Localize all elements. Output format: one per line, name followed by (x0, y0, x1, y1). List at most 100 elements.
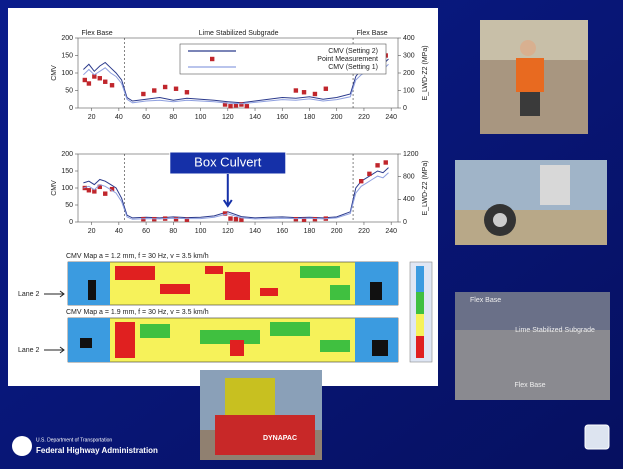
corner-logo (584, 424, 610, 450)
photo: DYNAPAC (200, 370, 322, 460)
x-tick-label: 20 (88, 114, 96, 121)
point (222, 102, 228, 107)
point (109, 83, 115, 88)
legend-label: CMV (Setting 1) (328, 64, 378, 71)
legend-label: CMV (Setting 2) (328, 48, 378, 55)
x-tick-label: 240 (385, 228, 397, 235)
heatmap (67, 261, 399, 306)
x-tick-label: 200 (331, 228, 343, 235)
y-tick-label: 0 (69, 105, 73, 112)
point (233, 216, 239, 222)
x-tick-label: 120 (222, 114, 234, 121)
point (367, 171, 372, 177)
map-title: CMV Map a = 1.2 mm, f = 30 Hz, v = 3.5 k… (66, 253, 209, 260)
section-label: Flex Base (82, 30, 113, 37)
footer-agency: Federal Highway Administration (36, 446, 158, 455)
point (86, 81, 92, 86)
color-scale (409, 261, 433, 363)
y2-tick-label: 400 (403, 196, 415, 203)
point (239, 102, 244, 107)
y-axis-label: CMV (51, 65, 58, 81)
point (312, 91, 318, 97)
series-line (83, 172, 389, 220)
y2-tick-label: 800 (403, 174, 415, 181)
point (233, 103, 239, 108)
point (239, 217, 244, 222)
y-axis-label: CMV (51, 180, 58, 196)
point (141, 91, 146, 97)
point (312, 216, 318, 222)
point (184, 217, 190, 222)
point (383, 160, 388, 165)
x-tick-label: 80 (169, 114, 177, 121)
y2-tick-label: 0 (403, 219, 407, 226)
y2-tick-label: 400 (403, 35, 415, 42)
photo-label: DYNAPAC (263, 435, 297, 442)
y-tick-label: 150 (61, 168, 73, 175)
y-tick-label: 0 (69, 219, 73, 226)
x-tick-label: 120 (222, 228, 234, 235)
x-tick-label: 180 (304, 228, 316, 235)
x-tick-label: 60 (142, 114, 150, 121)
x-tick-label: 220 (358, 114, 370, 121)
photo (480, 20, 588, 134)
point (173, 216, 179, 222)
x-tick-label: 140 (249, 114, 261, 121)
point (103, 191, 108, 196)
point (228, 104, 233, 109)
x-tick-label: 240 (385, 114, 397, 121)
photo-label: Lime Stabilized Subgrade (515, 327, 595, 334)
point (82, 77, 88, 83)
y-tick-label: 150 (61, 52, 73, 59)
photo-label: Flex Base (470, 297, 501, 304)
point (228, 216, 233, 221)
y2-tick-label: 200 (403, 70, 415, 77)
map-title: CMV Map a = 1.9 mm, f = 30 Hz, v = 3.5 k… (66, 309, 209, 316)
x-tick-label: 140 (249, 228, 261, 235)
series-line (83, 63, 389, 105)
point (375, 163, 380, 168)
y2-tick-label: 1200 (403, 151, 419, 158)
photo (455, 160, 607, 245)
x-tick-label: 20 (88, 228, 96, 235)
y-tick-label: 100 (61, 70, 73, 77)
heatmap (67, 317, 399, 363)
lane-arrow (44, 290, 65, 354)
x-tick-label: 100 (195, 114, 207, 121)
x-tick-label: 40 (115, 114, 123, 121)
lane-label: Lane 2 (18, 291, 40, 298)
photo: Flex Base Lime Stabilized Subgrade Flex … (455, 292, 610, 400)
x-tick-label: 80 (169, 228, 177, 235)
series-line (83, 167, 389, 219)
point (103, 79, 108, 84)
x-tick-label: 40 (115, 228, 123, 235)
callout-text: Box Culvert (194, 154, 262, 169)
y2-axis-label: E_LWD-Z2 (MPa) (422, 160, 429, 215)
point (92, 189, 97, 194)
footer-department: U.S. Department of Transportation (36, 437, 112, 443)
point (86, 188, 92, 193)
y2-tick-label: 100 (403, 87, 415, 94)
logo (12, 436, 32, 456)
legend-swatch (210, 56, 215, 62)
y-tick-label: 200 (61, 151, 73, 158)
y-tick-label: 200 (61, 35, 73, 42)
point (97, 76, 102, 81)
point (92, 74, 97, 79)
section-label: Flex Base (357, 30, 388, 37)
point (97, 184, 102, 190)
section-label: Lime Stabilized Subgrade (199, 30, 279, 37)
y2-axis-label: E_LWD-Z2 (MPa) (422, 45, 429, 100)
x-tick-label: 200 (331, 114, 343, 121)
point (152, 88, 157, 93)
point (173, 86, 179, 91)
point (184, 90, 190, 95)
point (293, 216, 299, 222)
y-tick-label: 50 (65, 87, 73, 94)
x-tick-label: 60 (142, 228, 150, 235)
x-tick-label: 160 (276, 228, 288, 235)
photo-label: Flex Base (514, 382, 545, 389)
point (162, 84, 168, 90)
